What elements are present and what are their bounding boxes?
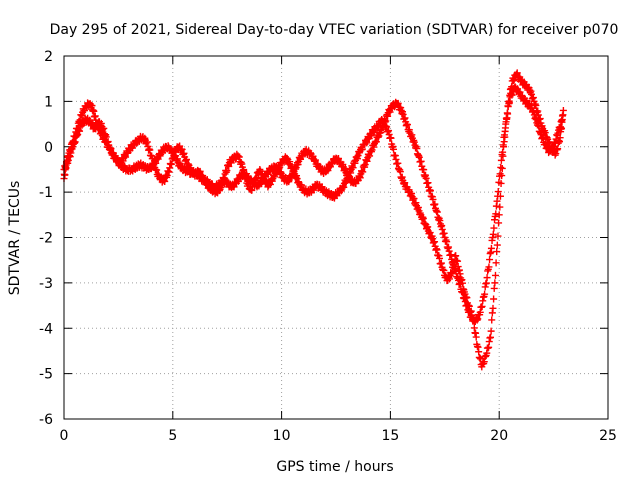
data-point (497, 163, 505, 171)
x-tick-label: 25 (599, 428, 617, 444)
data-point (506, 91, 514, 99)
data-point (496, 203, 504, 211)
y-tick-label: 1 (44, 94, 53, 110)
y-tick-label: -2 (39, 231, 53, 247)
data-point (492, 259, 500, 267)
y-tick-label: -6 (39, 412, 53, 428)
data-point (501, 124, 509, 132)
data-point (488, 316, 496, 324)
data-point (492, 210, 500, 218)
data-point (501, 133, 509, 141)
data-point (496, 192, 504, 200)
data-point (387, 134, 395, 142)
data-point (558, 124, 566, 132)
data-point (559, 106, 567, 114)
data-point (494, 232, 502, 240)
data-point (489, 230, 497, 238)
data-point (558, 118, 566, 126)
y-axis-label: SDTVAR / TECUs (7, 181, 23, 296)
data-points (60, 69, 567, 371)
x-tick-label: 5 (168, 428, 177, 444)
data-point (503, 115, 511, 123)
y-tick-label: -1 (39, 185, 53, 201)
y-tick-label: -4 (39, 321, 53, 337)
data-point (481, 290, 489, 298)
data-point (498, 164, 506, 172)
data-point (497, 156, 505, 164)
chart-title: Day 295 of 2021, Sidereal Day-to-day VTE… (50, 22, 619, 38)
data-point (483, 274, 491, 282)
data-point (498, 172, 506, 180)
data-point (490, 224, 498, 232)
data-point (497, 179, 505, 187)
plot-frame (63, 55, 609, 420)
data-point (503, 109, 511, 117)
data-point (493, 248, 501, 256)
data-point (486, 333, 494, 341)
data-point (495, 211, 503, 219)
data-point (490, 295, 498, 303)
data-point (485, 263, 493, 271)
x-tick-label: 20 (490, 428, 508, 444)
data-point (390, 145, 398, 153)
data-point (487, 327, 495, 335)
x-tick-label: 15 (381, 428, 399, 444)
data-point (472, 333, 480, 341)
data-point (448, 269, 456, 277)
x-tick-label: 10 (273, 428, 291, 444)
data-point (489, 304, 497, 312)
data-point (494, 188, 502, 196)
data-point (487, 244, 495, 252)
data-point (486, 256, 494, 264)
y-tick-label: 2 (44, 49, 53, 65)
data-point (556, 134, 564, 142)
y-tick-label: -3 (39, 276, 53, 292)
y-tick-label: 0 (44, 140, 53, 156)
y-tick-label: -5 (39, 367, 53, 383)
data-point (499, 152, 507, 160)
data-point (491, 279, 499, 287)
data-point (495, 219, 503, 227)
grid-lines (64, 56, 608, 419)
data-point (491, 271, 499, 279)
axis-ticks: 0 5 10 15 20 25 -6 -5 -4 -3 -2 -1 0 1 2 (39, 49, 617, 444)
x-axis-label: GPS time / hours (276, 459, 393, 475)
data-point (470, 317, 478, 325)
data-point (493, 241, 501, 249)
x-tick-label: 0 (60, 428, 69, 444)
